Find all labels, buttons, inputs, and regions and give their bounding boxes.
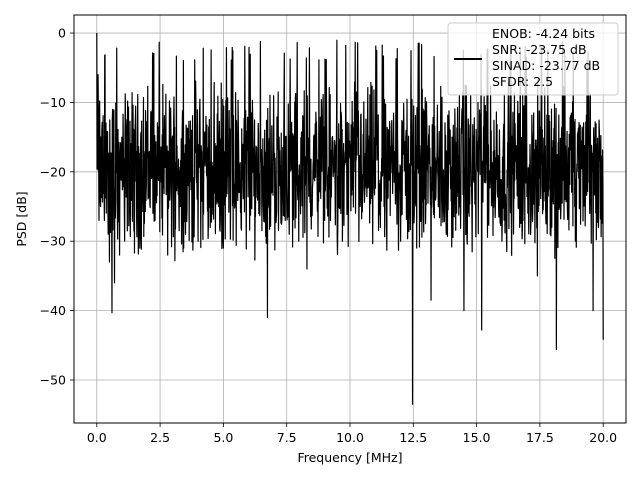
y-tick-label: −20 xyxy=(40,164,66,179)
x-tick-label: 7.5 xyxy=(277,430,297,445)
x-tick-label: 17.5 xyxy=(526,430,554,445)
legend-sfdr: SFDR: 2.5 xyxy=(492,74,553,89)
legend-snr: SNR: -23.75 dB xyxy=(492,42,587,57)
y-axis-label: PSD [dB] xyxy=(14,191,29,246)
y-tick-label: −30 xyxy=(40,234,66,249)
x-axis-label: Frequency [MHz] xyxy=(297,450,402,465)
y-tick-label: −10 xyxy=(40,95,66,110)
y-tick-label: −50 xyxy=(40,372,66,387)
legend-box xyxy=(447,22,619,96)
x-tick-label: 20.0 xyxy=(589,430,617,445)
x-tick-label: 2.5 xyxy=(150,430,170,445)
legend: ENOB: -4.24 bits SNR: -23.75 dB SINAD: -… xyxy=(447,22,619,96)
x-tick-label: 15.0 xyxy=(463,430,491,445)
y-axis-ticks: 0 −10 −20 −30 −40 −50 xyxy=(40,26,74,387)
legend-sinad: SINAD: -23.77 dB xyxy=(492,58,600,73)
x-tick-label: 12.5 xyxy=(399,430,427,445)
psd-series-line xyxy=(96,33,604,405)
y-tick-label: −40 xyxy=(40,303,66,318)
x-axis-ticks: 0.0 2.5 5.0 7.5 10.0 12.5 15.0 17.5 20.0 xyxy=(87,423,617,445)
x-tick-label: 10.0 xyxy=(336,430,364,445)
y-tick-label: 0 xyxy=(58,26,66,41)
x-tick-label: 5.0 xyxy=(213,430,233,445)
plot-area xyxy=(96,33,604,405)
legend-enob: ENOB: -4.24 bits xyxy=(492,26,595,41)
x-tick-label: 0.0 xyxy=(87,430,107,445)
